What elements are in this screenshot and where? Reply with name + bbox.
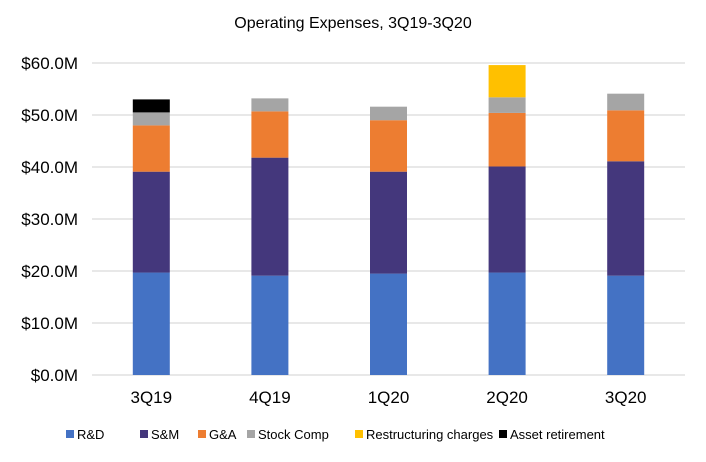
bar-segment-g-a-3Q19 bbox=[132, 125, 170, 172]
bar-segment-s-m-3Q20 bbox=[607, 161, 645, 276]
bar-segment-asset-retirement-3Q19 bbox=[132, 99, 170, 113]
bar-segment-g-a-2Q20 bbox=[488, 112, 526, 167]
x-tick-label: 3Q19 bbox=[131, 388, 173, 407]
legend-item: R&D bbox=[66, 427, 104, 442]
legend-item: Restructuring charges bbox=[355, 427, 494, 442]
bar-segment-g-a-3Q20 bbox=[607, 110, 645, 162]
bar-segment-stock-comp-3Q20 bbox=[607, 93, 645, 111]
legend-swatch bbox=[140, 430, 148, 438]
x-tick-label: 3Q20 bbox=[605, 388, 647, 407]
y-tick-label: $10.0M bbox=[21, 314, 78, 333]
y-tick-label: $20.0M bbox=[21, 262, 78, 281]
bar-segment-stock-comp-1Q20 bbox=[370, 106, 407, 121]
legend-label: G&A bbox=[209, 427, 237, 442]
bar-segment-s-m-1Q20 bbox=[370, 171, 407, 274]
y-tick-label: $0.0M bbox=[31, 366, 78, 385]
legend-item: Stock Comp bbox=[247, 427, 329, 442]
y-tick-label: $60.0M bbox=[21, 54, 78, 73]
bar-segment-r-d-3Q20 bbox=[607, 275, 645, 375]
bar-segment-g-a-1Q20 bbox=[370, 120, 407, 172]
legend-label: Asset retirement bbox=[510, 427, 605, 442]
bar-segment-stock-comp-2Q20 bbox=[488, 97, 526, 113]
y-tick-label: $40.0M bbox=[21, 158, 78, 177]
y-tick-label: $30.0M bbox=[21, 210, 78, 229]
legend-item: S&M bbox=[140, 427, 179, 442]
legend-label: Stock Comp bbox=[258, 427, 329, 442]
bar-segment-r-d-3Q19 bbox=[132, 272, 170, 375]
bar-segment-stock-comp-4Q19 bbox=[251, 98, 289, 112]
bar-segment-stock-comp-3Q19 bbox=[132, 112, 170, 126]
legend-swatch bbox=[247, 430, 255, 438]
bar-segment-r-d-1Q20 bbox=[370, 273, 407, 375]
bar-segment-restructuring-charges-2Q20 bbox=[488, 65, 526, 98]
bar-segment-r-d-4Q19 bbox=[251, 275, 289, 375]
x-tick-label: 4Q19 bbox=[249, 388, 291, 407]
bar-segment-r-d-2Q20 bbox=[488, 272, 526, 375]
legend-swatch bbox=[198, 430, 206, 438]
legend-label: R&D bbox=[77, 427, 104, 442]
legend-swatch bbox=[355, 430, 363, 438]
bar-segment-s-m-3Q19 bbox=[132, 171, 170, 273]
chart-title: Operating Expenses, 3Q19-3Q20 bbox=[234, 15, 472, 32]
bar-segment-s-m-2Q20 bbox=[488, 166, 526, 273]
legend-swatch bbox=[66, 430, 74, 438]
x-tick-label: 1Q20 bbox=[368, 388, 410, 407]
y-tick-label: $50.0M bbox=[21, 106, 78, 125]
x-tick-label: 2Q20 bbox=[486, 388, 528, 407]
legend-label: Restructuring charges bbox=[366, 427, 494, 442]
legend-swatch bbox=[499, 430, 507, 438]
bar-segment-g-a-4Q19 bbox=[251, 111, 289, 158]
bar-segment-s-m-4Q19 bbox=[251, 157, 289, 276]
legend-item: Asset retirement bbox=[499, 427, 605, 442]
legend-item: G&A bbox=[198, 427, 237, 442]
legend-label: S&M bbox=[151, 427, 179, 442]
